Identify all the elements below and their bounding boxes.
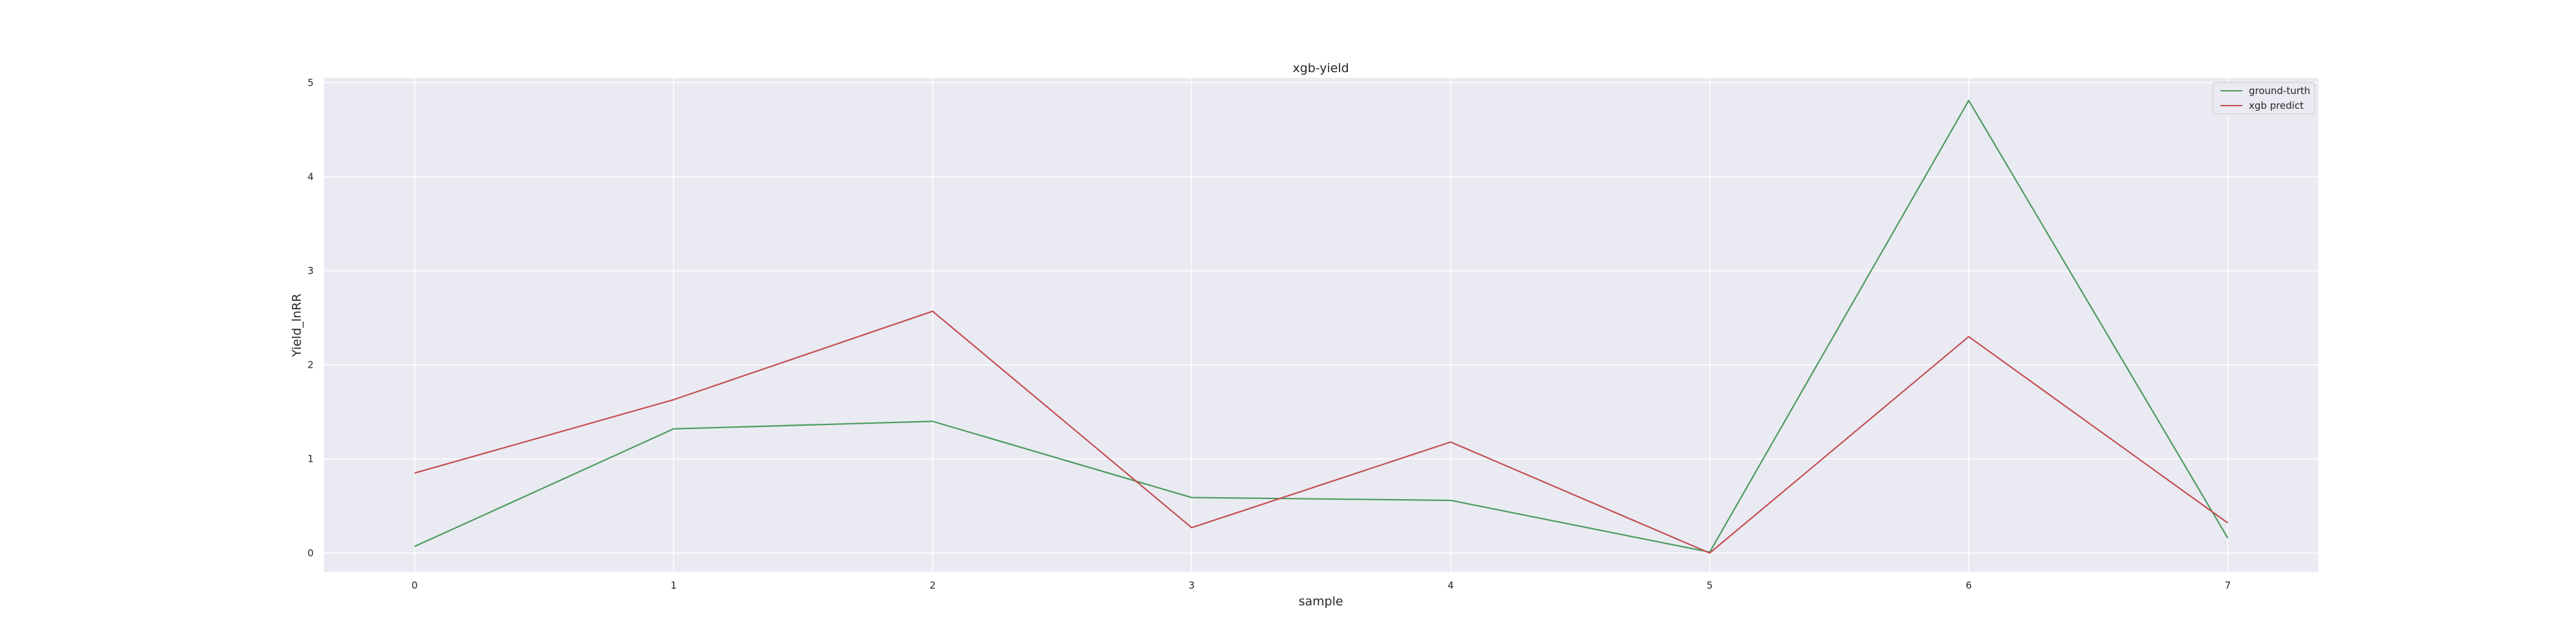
- x-tick-label: 4: [1448, 580, 1454, 591]
- plot-area: [324, 78, 2318, 572]
- x-tick-label: 2: [929, 580, 936, 591]
- x-tick-label: 6: [1965, 580, 1972, 591]
- tick-labels: 0 1 2 3 4 5 6 7 0 1 2 3 4 5: [307, 77, 2231, 591]
- series-lines: [414, 99, 2229, 554]
- x-tick-label: 7: [2224, 580, 2231, 591]
- grid-lines: [324, 78, 2318, 572]
- y-tick-label: 3: [307, 265, 314, 276]
- legend: ground-turth xgb predict: [2212, 82, 2315, 115]
- series-line-ground-turth: [414, 99, 2229, 553]
- y-axis-label: Yield_lnRR: [290, 294, 304, 357]
- y-tick-label: 1: [307, 453, 314, 465]
- chart-title: xgb-yield: [1293, 61, 1349, 75]
- x-tick-label: 1: [670, 580, 677, 591]
- x-tick-label: 3: [1189, 580, 1195, 591]
- y-tick-label: 2: [307, 359, 314, 371]
- series-line-xgb-predict: [414, 310, 2228, 554]
- y-tick-label: 0: [307, 547, 314, 559]
- legend-label-xgb-predict: xgb predict: [2249, 100, 2304, 111]
- y-tick-label: 5: [307, 77, 314, 88]
- y-tick-label: 4: [307, 171, 314, 182]
- legend-label-ground-turth: ground-turth: [2249, 85, 2310, 97]
- x-axis-label: sample: [1298, 594, 1343, 609]
- x-tick-label: 5: [1707, 580, 1713, 591]
- x-tick-label: 0: [412, 580, 418, 591]
